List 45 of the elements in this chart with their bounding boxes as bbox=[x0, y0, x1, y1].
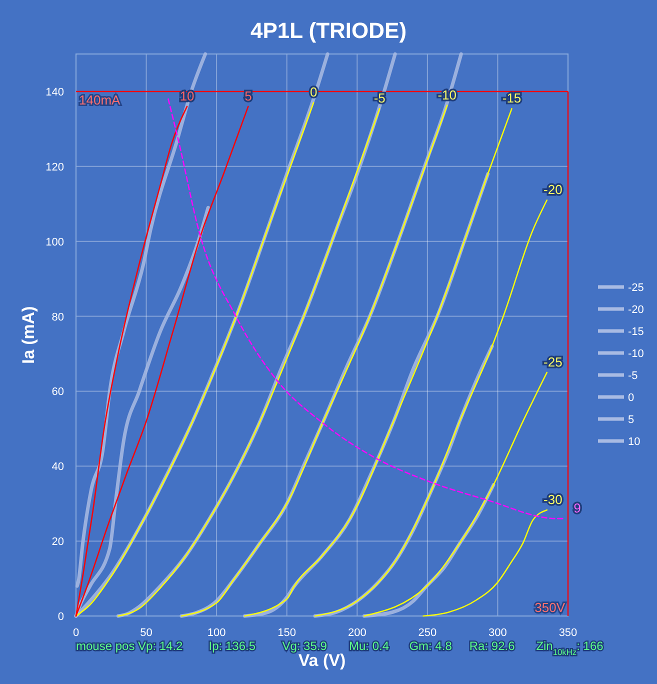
x-tick-label: 100 bbox=[207, 627, 226, 639]
legend-label: -15 bbox=[628, 326, 644, 338]
text: Zin$_{10kHz}$: 166 bbox=[536, 639, 604, 657]
x-tick-label: 0 bbox=[72, 627, 80, 639]
y-tick-label: 140 bbox=[46, 86, 64, 98]
annotation: 9 bbox=[574, 500, 581, 516]
annotation: -15 bbox=[502, 90, 522, 106]
y-tick-label: 80 bbox=[52, 311, 64, 324]
x-tick-label: 150 bbox=[278, 627, 296, 639]
legend-label: -25 bbox=[628, 282, 644, 294]
y-tick-label: 60 bbox=[52, 386, 64, 398]
text: Ip: 136.5 bbox=[208, 639, 256, 653]
x-axis-title: Va (V) bbox=[298, 651, 346, 670]
y-axis-title: Ia (mA) bbox=[19, 306, 38, 364]
text: Mu: 0.4 bbox=[349, 639, 390, 653]
legend-label: -20 bbox=[628, 304, 644, 316]
text: Ra: 92.6 bbox=[469, 639, 516, 653]
legend-label: -10 bbox=[628, 348, 644, 360]
annotation: -20 bbox=[544, 182, 562, 198]
x-tick-label: 200 bbox=[348, 627, 366, 639]
text: Vg: 35.9 bbox=[282, 639, 328, 653]
annotation: -25 bbox=[544, 354, 562, 370]
x-tick-label: 50 bbox=[140, 627, 152, 639]
ref-line-label: 140mA bbox=[79, 92, 121, 108]
annotation: -10 bbox=[438, 87, 457, 102]
annotation: 10 bbox=[180, 88, 194, 104]
annotation: 5 bbox=[244, 88, 252, 104]
y-tick-label: 120 bbox=[46, 161, 64, 174]
x-tick-label: 350 bbox=[558, 627, 578, 639]
x-tick-label: 300 bbox=[488, 627, 507, 639]
chart-title: 4P1L (TRIODE) bbox=[250, 18, 407, 43]
y-tick-label: 100 bbox=[46, 236, 64, 248]
y-tick-label: 40 bbox=[52, 461, 64, 474]
annotation: -30 bbox=[544, 492, 562, 507]
y-tick-label: 0 bbox=[58, 611, 64, 623]
legend-label: 10 bbox=[628, 436, 640, 448]
legend-label: 0 bbox=[628, 392, 634, 404]
text: Gm: 4.8 bbox=[409, 639, 452, 653]
text: mouse pos Vp: 14.2 bbox=[76, 639, 184, 653]
y-tick-label: 20 bbox=[52, 536, 64, 548]
x-tick-label: 250 bbox=[418, 627, 437, 639]
ref-line-label: 350V bbox=[534, 600, 566, 615]
legend-label: 5 bbox=[628, 414, 634, 426]
annotation: -5 bbox=[374, 90, 386, 106]
legend-label: -5 bbox=[628, 370, 638, 382]
